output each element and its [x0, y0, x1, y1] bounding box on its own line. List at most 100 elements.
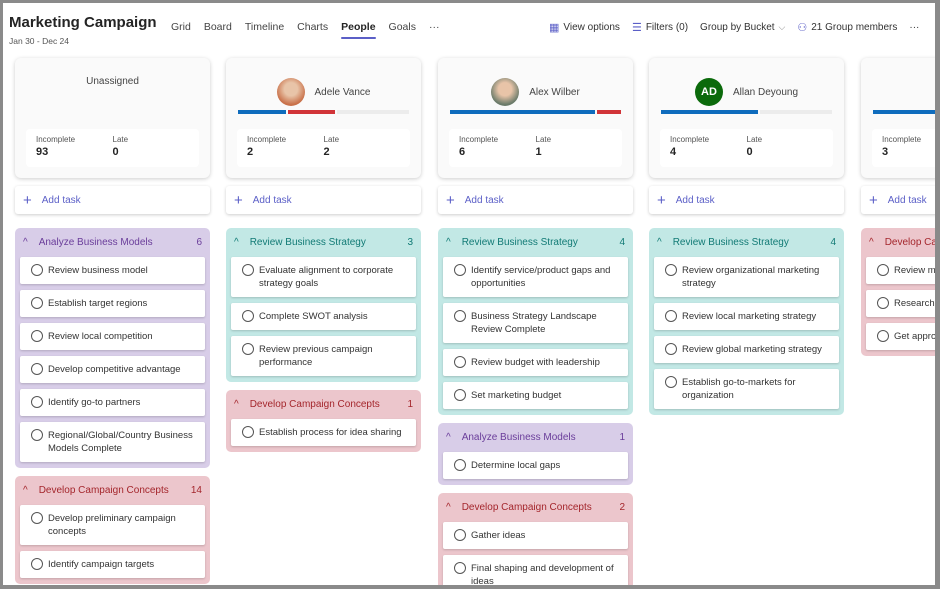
task-complete-checkbox[interactable] [454, 264, 466, 276]
task-complete-checkbox[interactable] [454, 562, 466, 574]
task-complete-checkbox[interactable] [31, 558, 43, 570]
task-complete-checkbox[interactable] [877, 264, 889, 276]
task-complete-checkbox[interactable] [31, 512, 43, 524]
person-summary-card: Alex Wilber Incomplete 6 Late 1 [438, 58, 633, 178]
task-complete-checkbox[interactable] [242, 426, 254, 438]
group-members-button[interactable]: ⚇ 21 Group members [797, 21, 897, 34]
task-complete-checkbox[interactable] [31, 264, 43, 276]
task-card[interactable]: Complete SWOT analysis [231, 303, 416, 330]
task-card[interactable]: Gather ideas [443, 522, 628, 549]
task-complete-checkbox[interactable] [665, 310, 677, 322]
task-card[interactable]: Determine local gaps [443, 452, 628, 479]
bucket-name: Review Business Strategy [672, 237, 789, 248]
chevron-up-icon[interactable]: ^ [657, 237, 662, 248]
chevron-up-icon[interactable]: ^ [23, 237, 28, 248]
bucket-name: Develop Campaign Concepts [249, 399, 380, 410]
task-card[interactable]: Review organizational marketing strategy [654, 257, 839, 297]
task-complete-checkbox[interactable] [242, 310, 254, 322]
more-options-button[interactable]: ··· [909, 22, 920, 33]
task-card[interactable]: Evaluate alignment to corporate strategy… [231, 257, 416, 297]
tab-more[interactable]: ··· [428, 21, 440, 33]
task-card[interactable]: Review local marketing strategy [654, 303, 839, 330]
task-complete-checkbox[interactable] [454, 459, 466, 471]
tab-charts[interactable]: Charts [297, 21, 329, 33]
task-card[interactable]: Review budget with leadership [443, 349, 628, 376]
task-card[interactable]: Regional/Global/Country Business Models … [20, 422, 205, 462]
task-card[interactable]: Identify campaign targets [20, 551, 205, 578]
task-complete-checkbox[interactable] [877, 297, 889, 309]
add-task-button[interactable]: + Add task [861, 186, 935, 214]
task-title: Review marketing campaign [894, 265, 935, 276]
task-complete-checkbox[interactable] [665, 343, 677, 355]
task-card[interactable]: Final shaping and development of ideas [443, 555, 628, 585]
task-complete-checkbox[interactable] [665, 264, 677, 276]
task-complete-checkbox[interactable] [242, 264, 254, 276]
bucket-name: Develop Campaign Concepts [884, 237, 935, 248]
bucket-header[interactable]: ^ Develop Campaign Concepts 14 [20, 476, 205, 505]
chevron-up-icon[interactable]: ^ [234, 237, 239, 248]
chevron-up-icon[interactable]: ^ [446, 502, 451, 513]
bucket-header[interactable]: ^ Review Business Strategy 4 [654, 228, 839, 257]
group-by-dropdown[interactable]: Group by Bucket ⌵ [700, 22, 785, 33]
bucket-group: ^ Analyze Business Models 6 Review business… [15, 228, 210, 468]
add-task-button[interactable]: + Add task [226, 186, 421, 214]
bucket-header[interactable]: ^ Develop Campaign Concepts 1 [231, 390, 416, 419]
tab-people[interactable]: People [341, 21, 376, 39]
tab-timeline[interactable]: Timeline [244, 21, 285, 33]
late-label: Late [535, 135, 552, 144]
task-complete-checkbox[interactable] [242, 343, 254, 355]
task-card[interactable]: Get approval [866, 323, 935, 350]
filters-button[interactable]: ☰ Filters (0) [632, 21, 688, 34]
task-card[interactable]: Review global marketing strategy [654, 336, 839, 363]
task-card[interactable]: Research [866, 290, 935, 317]
task-complete-checkbox[interactable] [31, 429, 43, 441]
tab-grid[interactable]: Grid [171, 21, 191, 33]
task-card[interactable]: Establish go-to-markets for organization [654, 369, 839, 409]
bucket-header[interactable]: ^ Develop Campaign Concepts 2 [443, 493, 628, 522]
task-complete-checkbox[interactable] [31, 330, 43, 342]
task-complete-checkbox[interactable] [31, 363, 43, 375]
incomplete-stat: Incomplete 4 [670, 135, 747, 161]
bucket-header[interactable]: ^ Review Business Strategy 3 [231, 228, 416, 257]
task-card[interactable]: Develop preliminary campaign concepts [20, 505, 205, 545]
chevron-up-icon[interactable]: ^ [446, 237, 451, 248]
add-task-button[interactable]: + Add task [15, 186, 210, 214]
tab-goals[interactable]: Goals [388, 21, 416, 33]
task-card[interactable]: Develop competitive advantage [20, 356, 205, 383]
task-card[interactable]: Business Strategy Landscape Review Compl… [443, 303, 628, 343]
task-complete-checkbox[interactable] [454, 310, 466, 322]
task-card[interactable]: Set marketing budget [443, 382, 628, 409]
task-complete-checkbox[interactable] [877, 330, 889, 342]
add-task-button[interactable]: + Add task [438, 186, 633, 214]
task-card[interactable]: Review previous campaign performance [231, 336, 416, 376]
add-task-button[interactable]: + Add task [649, 186, 844, 214]
task-card[interactable]: Review local competition [20, 323, 205, 350]
bucket-group: ^ Develop Campaign Concepts 2 Gather ideas F… [438, 493, 633, 585]
task-complete-checkbox[interactable] [31, 396, 43, 408]
bucket-header[interactable]: ^ Analyze Business Models 1 [443, 423, 628, 452]
person-header: AD Allan Deyoung [649, 78, 844, 106]
task-card[interactable]: Identify go-to partners [20, 389, 205, 416]
bucket-header[interactable]: ^ Develop Campaign Concepts [866, 228, 935, 257]
view-options-button[interactable]: ▦ View options [549, 21, 620, 34]
chevron-up-icon[interactable]: ^ [446, 432, 451, 443]
task-card[interactable]: Review marketing campaign [866, 257, 935, 284]
bucket-header[interactable]: ^ Review Business Strategy 4 [443, 228, 628, 257]
bucket-header[interactable]: ^ Analyze Business Models 6 [20, 228, 205, 257]
task-complete-checkbox[interactable] [454, 389, 466, 401]
chevron-up-icon[interactable]: ^ [23, 485, 28, 496]
task-complete-checkbox[interactable] [31, 297, 43, 309]
task-card[interactable]: Establish process for idea sharing [231, 419, 416, 446]
chevron-up-icon[interactable]: ^ [234, 399, 239, 410]
task-complete-checkbox[interactable] [454, 356, 466, 368]
bucket-name: Develop Campaign Concepts [38, 485, 169, 496]
task-card[interactable]: Establish target regions [20, 290, 205, 317]
progress-incomplete [238, 110, 286, 114]
task-complete-checkbox[interactable] [454, 529, 466, 541]
bucket-group: ^ Analyze Business Models 1 Determine local… [438, 423, 633, 485]
tab-board[interactable]: Board [203, 21, 232, 33]
task-card[interactable]: Review business model [20, 257, 205, 284]
task-complete-checkbox[interactable] [665, 376, 677, 388]
chevron-up-icon[interactable]: ^ [869, 237, 874, 248]
task-card[interactable]: Identify service/product gaps and opport… [443, 257, 628, 297]
